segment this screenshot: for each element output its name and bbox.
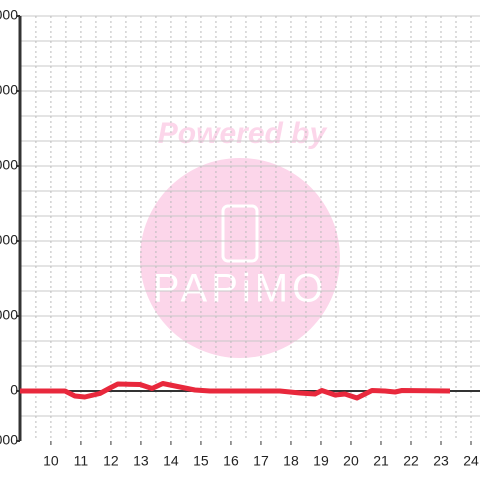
y-tick-label: -20,000 <box>0 432 18 448</box>
x-tick-label: 13 <box>133 453 149 469</box>
watermark-logo: PAPiMO <box>153 267 327 311</box>
x-tick-label: 10 <box>43 453 59 469</box>
x-tick-label: 20 <box>343 453 359 469</box>
y-tick-label: 30,000 <box>0 307 18 323</box>
x-tick-label: 24 <box>463 453 479 469</box>
y-tick-label: 60,000 <box>0 232 18 248</box>
data-line <box>20 381 451 401</box>
x-tick-label: 23 <box>433 453 449 469</box>
y-tick-label: 0 <box>10 382 18 398</box>
x-tick-label: 12 <box>103 453 119 469</box>
x-tick-label: 21 <box>373 453 389 469</box>
y-tick-label: 150,000 <box>0 7 18 23</box>
x-tick-label: 11 <box>74 453 89 469</box>
x-tick-label: 15 <box>193 453 209 469</box>
watermark-circle <box>140 158 340 358</box>
x-tick-label: 14 <box>163 453 179 469</box>
x-tick-label: 22 <box>403 453 419 469</box>
y-tick-label: 120,000 <box>0 82 18 98</box>
y-tick-label: 90,000 <box>0 157 18 173</box>
x-tick-label: 16 <box>223 453 239 469</box>
x-tick-label: 19 <box>313 453 329 469</box>
watermark-text: Powered by <box>158 117 328 150</box>
watermark-icon <box>221 204 259 263</box>
x-tick-label: 18 <box>283 453 299 469</box>
x-tick-label: 17 <box>253 453 269 469</box>
